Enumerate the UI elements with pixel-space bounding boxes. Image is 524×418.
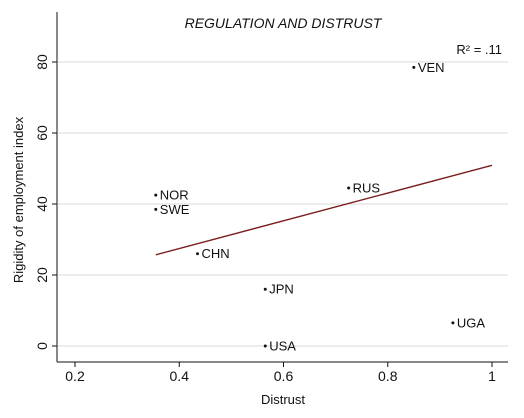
data-point-usa	[263, 344, 267, 348]
data-point-chn	[195, 252, 199, 256]
data-point-uga	[451, 321, 455, 325]
data-point-nor	[154, 193, 158, 197]
y-axis-ticks: 0 20 40 60 80	[34, 54, 57, 350]
x-tick-label: 0.8	[378, 368, 398, 384]
x-tick-label: 1	[488, 368, 496, 384]
grid-lines	[58, 61, 508, 347]
x-axis-label: Distrust	[261, 392, 305, 407]
x-tick-label: 0.4	[170, 368, 190, 384]
point-label-ven: VEN	[418, 60, 445, 75]
point-label-usa: USA	[269, 339, 296, 354]
point-label-rus: RUS	[353, 181, 381, 196]
data-point-swe	[154, 207, 158, 211]
x-tick-label: 0.6	[274, 368, 294, 384]
data-point-ven	[412, 65, 416, 69]
point-label-swe: SWE	[160, 202, 190, 217]
y-axis-label: Rigidity of employment index	[11, 116, 26, 283]
y-tick-label: 20	[34, 267, 50, 283]
y-tick-label: 40	[34, 196, 50, 212]
y-tick-label: 80	[34, 54, 50, 70]
y-tick-label: 0	[34, 342, 50, 350]
y-tick-label: 60	[34, 125, 50, 141]
point-label-uga: UGA	[457, 315, 486, 330]
axes	[56, 12, 508, 363]
data-point-rus	[347, 186, 351, 190]
fit-line-group	[155, 164, 493, 256]
point-label-jpn: JPN	[269, 282, 294, 297]
data-point-jpn	[263, 287, 267, 291]
chart-title: REGULATION AND DISTRUST	[185, 15, 383, 31]
point-label-nor: NOR	[160, 188, 189, 203]
point-label-chn: CHN	[201, 246, 229, 261]
x-axis-ticks: 0.2 0.4 0.6 0.8 1	[65, 362, 496, 384]
fit-line	[155, 164, 493, 256]
x-tick-label: 0.2	[65, 368, 85, 384]
r-squared-annotation: R² = .11	[456, 42, 502, 57]
